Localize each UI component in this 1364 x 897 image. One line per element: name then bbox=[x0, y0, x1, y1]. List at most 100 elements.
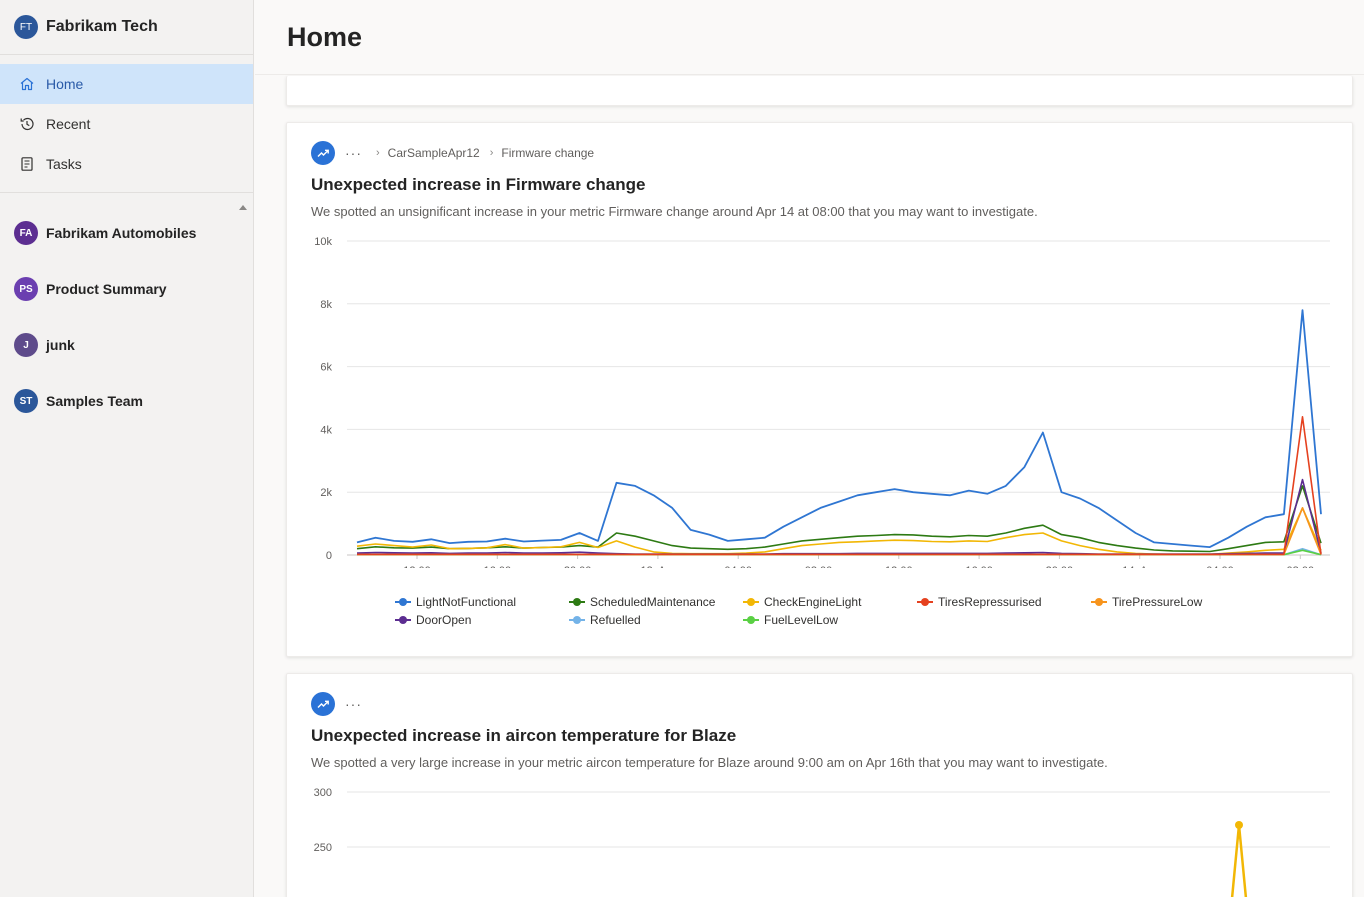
y-tick-label: 8k bbox=[320, 299, 332, 311]
line-chart[interactable]: 0 2k 4k 6k 8k 10k 12:00 16:00 20:00 13. Apr 04:00 0… bbox=[287, 228, 1354, 568]
series-line bbox=[1230, 824, 1248, 897]
breadcrumb: ··· › CarSampleApr12 › Firmware change bbox=[311, 141, 594, 165]
y-tick-label: 0 bbox=[326, 550, 332, 562]
workspace-item[interactable]: PS Product Summary bbox=[0, 261, 253, 317]
workspace-item[interactable]: ST Samples Team bbox=[0, 373, 253, 429]
legend-swatch bbox=[569, 597, 585, 607]
nav-item-recent[interactable]: Recent bbox=[0, 104, 253, 144]
legend-item[interactable]: FuelLevelLow bbox=[743, 613, 917, 627]
series-line-LightNotFunctional bbox=[356, 309, 1322, 549]
main-nav: Home Recent Tasks bbox=[0, 55, 253, 184]
workspace-avatar: ST bbox=[14, 389, 38, 413]
workspace-item[interactable]: J junk bbox=[0, 317, 253, 373]
legend-item[interactable]: DoorOpen bbox=[395, 613, 569, 627]
breadcrumb-item[interactable]: CarSampleApr12 bbox=[387, 146, 480, 160]
chart-legend: LightNotFunctional ScheduledMaintenance Ch… bbox=[395, 595, 1295, 627]
legend-label: CheckEngineLight bbox=[764, 595, 862, 609]
page-title: Home bbox=[287, 21, 363, 52]
y-tick-label: 4k bbox=[320, 424, 332, 436]
tasks-icon bbox=[18, 155, 36, 173]
workspace-avatar: FA bbox=[14, 221, 38, 245]
breadcrumb: ··· bbox=[311, 692, 362, 716]
trend-up-icon bbox=[311, 692, 335, 716]
org-switcher[interactable]: FT Fabrikam Tech bbox=[0, 0, 253, 55]
x-tick-label: 14. Apr bbox=[1122, 565, 1157, 568]
more-options-icon[interactable]: ··· bbox=[345, 145, 362, 161]
x-tick-label: 12:00 bbox=[403, 565, 431, 568]
recent-icon bbox=[18, 115, 36, 133]
x-tick-label: 20:00 bbox=[564, 565, 592, 568]
line-chart[interactable]: 250 300 bbox=[287, 779, 1354, 897]
y-tick-label: 300 bbox=[314, 787, 332, 799]
insight-card: ··· › CarSampleApr12 › Firmware change U… bbox=[286, 122, 1353, 657]
legend-label: FuelLevelLow bbox=[764, 613, 839, 627]
x-tick-label: 16:00 bbox=[484, 565, 512, 568]
collapse-caret-icon[interactable] bbox=[239, 205, 247, 210]
legend-item[interactable]: TirePressureLow bbox=[1091, 595, 1265, 609]
legend-label: TiresRepressurised bbox=[938, 595, 1042, 609]
nav-item-tasks[interactable]: Tasks bbox=[0, 144, 253, 184]
nav-label-home: Home bbox=[46, 76, 84, 92]
legend-label: DoorOpen bbox=[416, 613, 472, 627]
data-point bbox=[1235, 821, 1243, 829]
y-tick-label: 10k bbox=[314, 236, 332, 248]
x-tick-label: 12:00 bbox=[885, 565, 913, 568]
legend-swatch bbox=[1091, 597, 1107, 607]
workspace-name: Product Summary bbox=[46, 281, 167, 297]
insight-description: We spotted a very large increase in your… bbox=[311, 755, 1108, 770]
insight-title[interactable]: Unexpected increase in Firmware change bbox=[311, 175, 646, 194]
legend-swatch bbox=[743, 615, 759, 625]
legend-item[interactable]: Refuelled bbox=[569, 613, 743, 627]
nav-item-home[interactable]: Home bbox=[0, 64, 253, 104]
x-tick-label: 08:00 bbox=[1287, 565, 1315, 568]
chevron-right-icon: › bbox=[489, 147, 494, 159]
workspace-avatar: PS bbox=[14, 277, 38, 301]
workspace-list: FA Fabrikam Automobiles PS Product Summa… bbox=[0, 193, 253, 429]
page-header: Home bbox=[255, 0, 1364, 75]
legend-item[interactable]: TiresRepressurised bbox=[917, 595, 1091, 609]
legend-item[interactable]: ScheduledMaintenance bbox=[569, 595, 743, 609]
nav-divider bbox=[0, 192, 253, 193]
x-tick-label: 20:00 bbox=[1046, 565, 1074, 568]
workspace-avatar: J bbox=[14, 333, 38, 357]
legend-swatch bbox=[395, 597, 411, 607]
legend-item[interactable]: LightNotFunctional bbox=[395, 595, 569, 609]
legend-swatch bbox=[395, 615, 411, 625]
x-tick-label: 04:00 bbox=[1206, 565, 1234, 568]
more-options-icon[interactable]: ··· bbox=[345, 696, 362, 712]
legend-label: TirePressureLow bbox=[1112, 595, 1203, 609]
nav-label-recent: Recent bbox=[46, 116, 91, 132]
x-tick-label: 13. Apr bbox=[640, 565, 675, 568]
y-tick-label: 250 bbox=[314, 842, 332, 854]
x-tick-label: 04:00 bbox=[724, 565, 752, 568]
legend-label: LightNotFunctional bbox=[416, 595, 517, 609]
org-avatar: FT bbox=[14, 15, 38, 39]
legend-swatch bbox=[743, 597, 759, 607]
home-icon bbox=[18, 75, 36, 93]
workspace-name: Fabrikam Automobiles bbox=[46, 225, 197, 241]
insight-card: ··· Unexpected increase in aircon temper… bbox=[286, 673, 1353, 897]
legend-item[interactable]: CheckEngineLight bbox=[743, 595, 917, 609]
series-line-TiresRepressurised bbox=[357, 416, 1322, 556]
workspace-item[interactable]: FA Fabrikam Automobiles bbox=[0, 205, 253, 261]
legend-swatch bbox=[569, 615, 585, 625]
x-tick-label: 08:00 bbox=[805, 565, 833, 568]
breadcrumb-item[interactable]: Firmware change bbox=[501, 146, 595, 160]
trend-up-icon bbox=[311, 141, 335, 165]
workspace-name: junk bbox=[46, 337, 75, 353]
x-tick-label: 16:00 bbox=[965, 565, 993, 568]
y-tick-label: 2k bbox=[320, 487, 332, 499]
legend-label: Refuelled bbox=[590, 613, 641, 627]
workspace-name: Samples Team bbox=[46, 393, 144, 409]
insight-description: We spotted an unsignificant increase in … bbox=[311, 204, 1038, 219]
legend-swatch bbox=[917, 597, 933, 607]
sidebar: FT Fabrikam Tech Home Recent Tasks FA Fa… bbox=[0, 0, 254, 897]
nav-label-tasks: Tasks bbox=[46, 156, 82, 172]
legend-label: ScheduledMaintenance bbox=[590, 595, 716, 609]
insight-card-partial bbox=[286, 76, 1353, 106]
org-name: Fabrikam Tech bbox=[46, 18, 158, 35]
main-content: Home ··· › CarSampleApr12 › Firmware cha… bbox=[255, 0, 1364, 897]
y-tick-label: 6k bbox=[320, 362, 332, 374]
insight-title[interactable]: Unexpected increase in aircon temperatur… bbox=[311, 726, 737, 745]
chevron-right-icon: › bbox=[376, 147, 380, 159]
